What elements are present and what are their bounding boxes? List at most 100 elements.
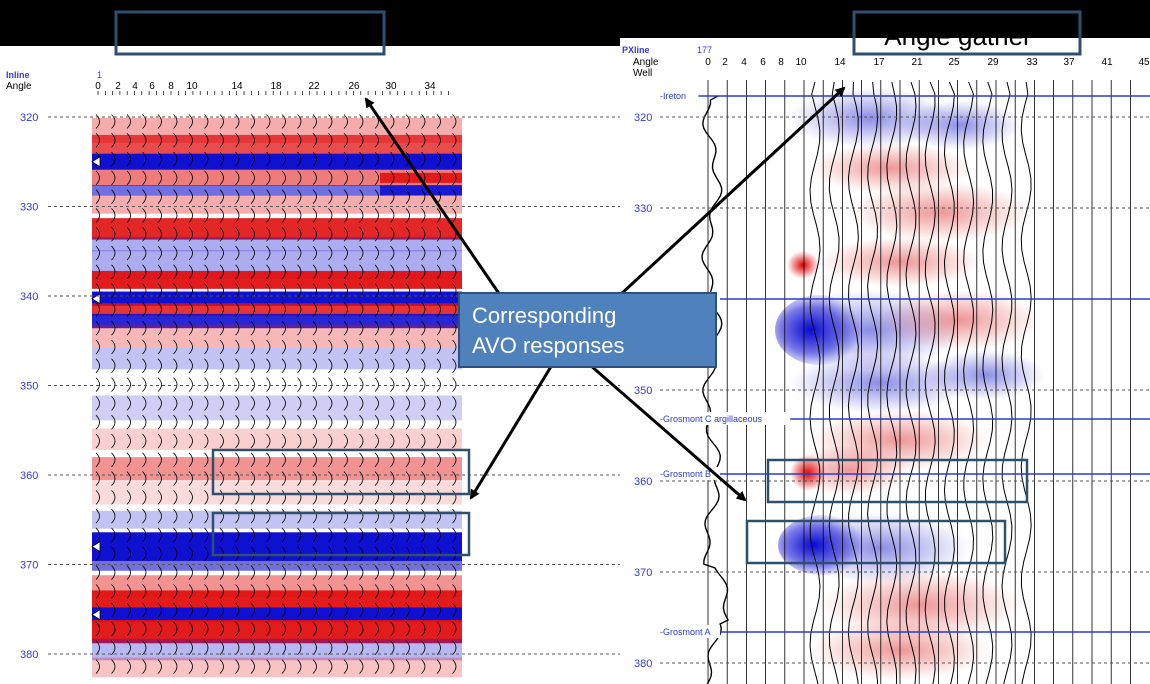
left-inline-value: 1: [97, 70, 102, 80]
right-angle-tick: 4: [741, 57, 747, 68]
callout-arrows: [364, 86, 846, 502]
horizon-label: -Grosmont A: [660, 627, 711, 637]
left-angle-tick: 6: [149, 81, 155, 92]
amplitude-band: [92, 324, 462, 348]
amplitude-band: [92, 590, 462, 611]
right-angle-tick: 45: [1138, 57, 1150, 68]
right-time-label: 330: [634, 203, 652, 215]
wiggle-row: [95, 471, 457, 486]
horizon-label-bg: [658, 467, 720, 480]
right-angle-tick: 21: [911, 57, 923, 68]
arrow-to-left-box: [469, 364, 554, 500]
arrow-to-right-top: [618, 86, 846, 297]
amplitude-band: [92, 554, 462, 571]
amplitude-band: [92, 153, 462, 170]
wiggle-row: [95, 189, 457, 204]
right-angle-tick: 8: [778, 57, 784, 68]
amplitude-band: [92, 428, 462, 450]
left-axis-label-angle: Angle: [6, 81, 32, 92]
right-angle-tick: 33: [1026, 57, 1038, 68]
amplitude-band: [380, 541, 462, 552]
wiggle-trace: [963, 81, 975, 684]
wiggle-row: [95, 433, 457, 449]
wiggle-trace: [924, 81, 936, 684]
amplitude-band: [92, 270, 462, 289]
right-time-label: 370: [634, 567, 652, 579]
amplitude-band: [92, 134, 462, 159]
right-angle-tick: 37: [1063, 57, 1075, 68]
wiggle-row: [95, 132, 457, 148]
horizon-label: -Ireton: [660, 91, 686, 101]
left-angle-tick: 18: [270, 81, 282, 92]
right-axis-label-xline: PXline: [622, 45, 650, 55]
right-angle-tick: 29: [987, 57, 999, 68]
amplitude-band: [92, 185, 462, 196]
right-angle-tick: 2: [722, 57, 728, 68]
wiggle-trace: [1001, 81, 1013, 684]
wiggle-row: [95, 584, 457, 599]
right-angle-tick: 25: [948, 57, 960, 68]
right-angle-tick: 17: [873, 57, 885, 68]
wiggle-trace: [809, 81, 821, 684]
right-response-box-lower: [745, 519, 1007, 565]
right-angle-tick: 14: [834, 57, 846, 68]
right-angle-tick: 10: [795, 57, 807, 68]
trace-end-marker: [91, 608, 101, 621]
wiggle-row: [95, 659, 457, 674]
right-time-label: 320: [634, 112, 652, 124]
right-time-label: 380: [634, 658, 652, 670]
avo-callout-line1: Corresponding: [472, 303, 616, 328]
right-header-bar: [620, 0, 1150, 38]
left-time-label: 330: [20, 202, 38, 214]
horizon-label-bg: [658, 625, 720, 638]
amplitude-band: [92, 395, 462, 421]
amplitude-blob: [900, 100, 1020, 150]
right-angle-tick: 41: [1101, 57, 1113, 68]
wiggle-row: [95, 527, 457, 543]
left-header-bar: [0, 0, 620, 46]
wiggle-row: [95, 264, 457, 280]
wiggle-row: [95, 226, 457, 242]
amplitude-band: [92, 657, 462, 678]
left-response-box-lower: [211, 511, 471, 557]
left-time-label: 360: [20, 470, 38, 482]
wiggle-trace: [867, 81, 879, 684]
amplitude-blob: [880, 290, 1040, 350]
left-angle-tick: 2: [115, 81, 121, 92]
wiggle-row: [95, 283, 457, 298]
wiggle-trace: [886, 81, 898, 684]
amplitude-blob: [925, 350, 1045, 400]
wiggle-row: [95, 245, 457, 261]
right-axis-label-angle: Angle: [633, 57, 659, 68]
left-angle-tick: 34: [424, 81, 436, 92]
wiggle-row: [95, 339, 457, 355]
amplitude-band: [92, 218, 462, 240]
amplitude-band: [92, 638, 462, 661]
left-angle-tick: 8: [168, 81, 174, 92]
left-angle-tick: 30: [385, 81, 397, 92]
amplitude-blob: [790, 445, 910, 495]
trace-end-marker: [91, 540, 101, 553]
left-time-label: 370: [20, 560, 38, 572]
wiggle-row: [95, 114, 457, 129]
horizon-label: -Grosmont B: [660, 469, 711, 479]
right-time-label: 350: [634, 385, 652, 397]
amplitude-band: [92, 607, 462, 622]
trace-end-marker: [91, 156, 101, 168]
left-time-label: 380: [20, 649, 38, 661]
right-response-box-upper: [766, 458, 1029, 504]
amplitude-band: [92, 347, 462, 370]
wiggle-row: [95, 414, 457, 430]
right-amplitude-field: [775, 88, 1045, 680]
wiggle-trace: [982, 81, 994, 684]
wiggle-trace: [905, 81, 917, 684]
wiggle-row: [95, 208, 457, 223]
arrow-to-left-top: [364, 97, 502, 296]
horizon-label-bg: [658, 412, 791, 425]
arrow-to-right-box: [589, 363, 747, 502]
amplitude-band: [92, 313, 462, 329]
horizon-label: -Grosmont C argillaceous: [660, 414, 763, 424]
wiggle-row: [95, 565, 457, 580]
wiggle-trace: [847, 81, 859, 684]
